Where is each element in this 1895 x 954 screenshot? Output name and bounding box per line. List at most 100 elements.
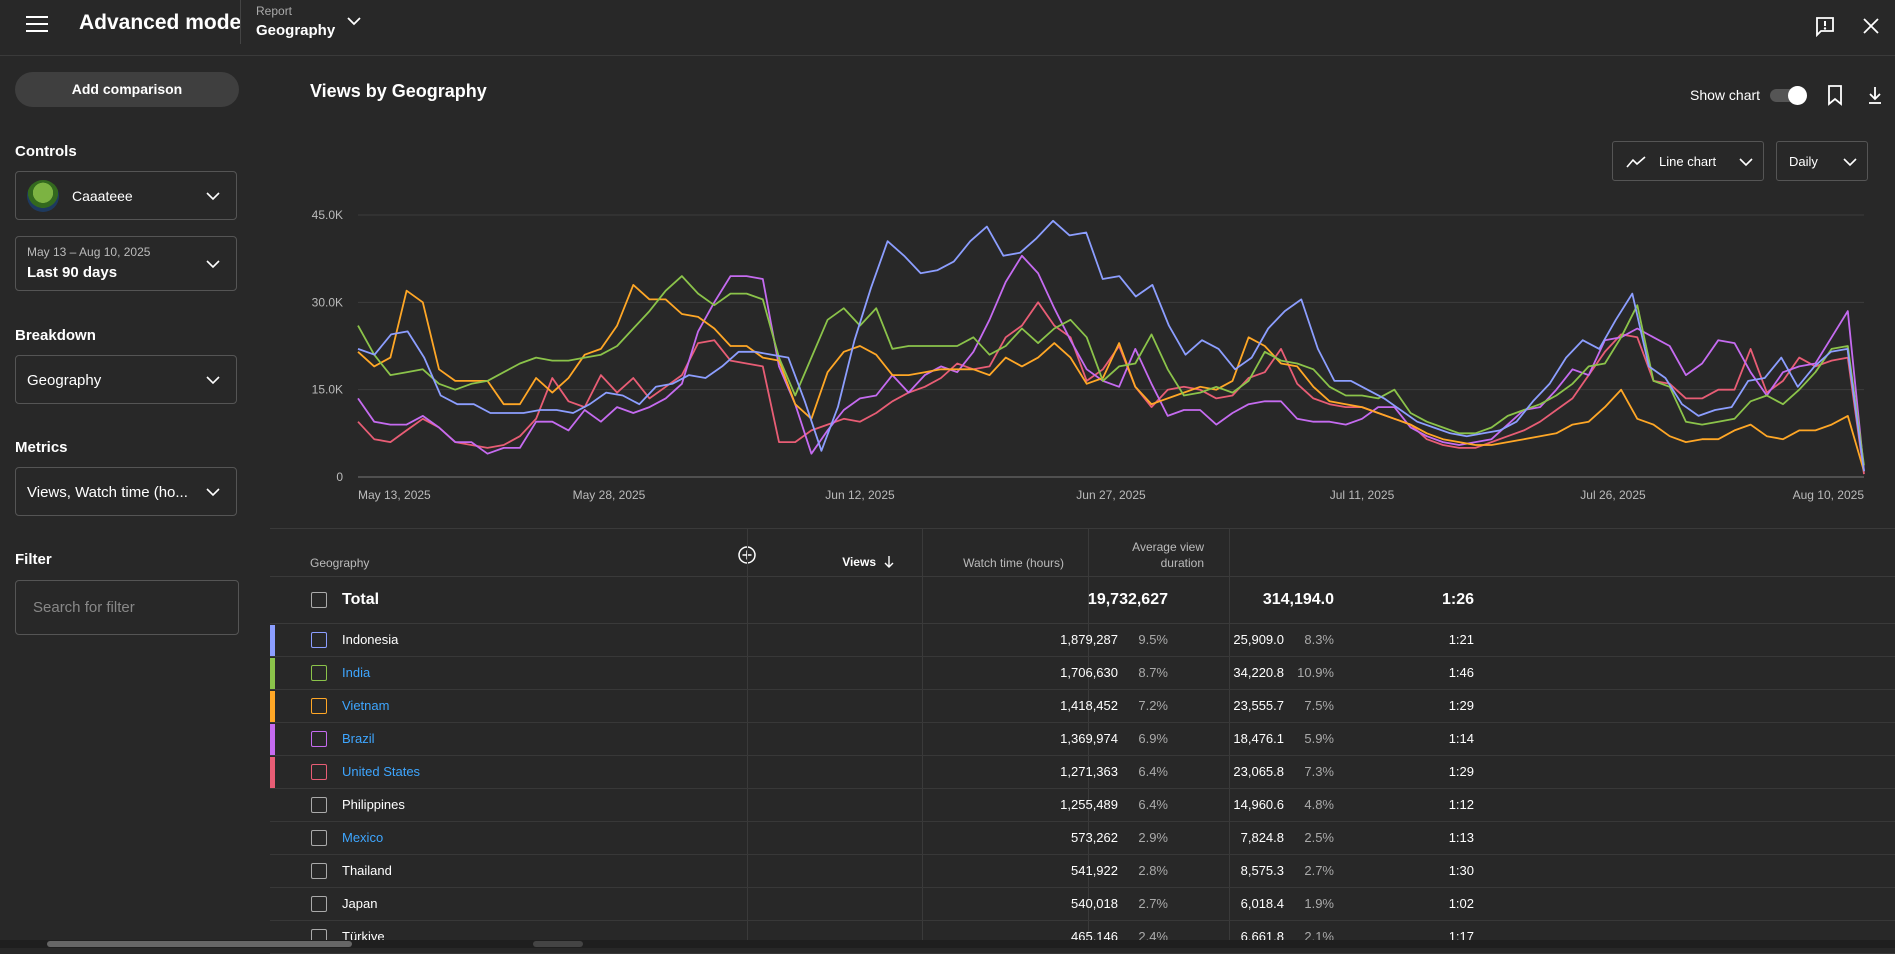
- watch-time-value: 8,575.3: [1240, 863, 1284, 878]
- series-line-united-states[interactable]: [357, 301, 1865, 475]
- total-row: Total 19,732,627 314,194.0 1:26: [270, 577, 1895, 624]
- table-row: Indonesia 1,879,287 9.5% 25,909.0 8.3% 1:21: [270, 624, 1895, 657]
- avd-value: 1:21: [1448, 632, 1474, 647]
- total-label: Total: [342, 591, 380, 608]
- download-icon[interactable]: [1866, 85, 1884, 105]
- total-watch-time: 314,194.0: [1262, 591, 1334, 608]
- series-color-bar: [270, 856, 275, 887]
- table-row: United States 1,271,363 6.4% 23,065.8 7.3% 1:…: [270, 756, 1895, 789]
- table-row: Türkiye 465,146 2.4% 6,661.8 2.1% 1:17: [270, 921, 1895, 954]
- row-checkbox[interactable]: [311, 896, 327, 912]
- table-top-border: [270, 528, 1895, 529]
- watch-time-percent: 10.9%: [1297, 665, 1334, 680]
- avd-value: 1:12: [1448, 797, 1474, 812]
- date-range-value: Last 90 days: [27, 264, 118, 281]
- geography-header[interactable]: Geography: [310, 556, 370, 570]
- avd-header-line2[interactable]: duration: [1160, 556, 1204, 570]
- avd-value: 1:46: [1448, 665, 1474, 680]
- views-header[interactable]: Views: [842, 555, 876, 569]
- scrollbar-thumb[interactable]: [47, 941, 352, 947]
- views-value: 1,879,287: [1060, 632, 1118, 647]
- watch-time-value: 23,065.8: [1233, 764, 1284, 779]
- chevron-down-icon: [206, 259, 220, 268]
- chevron-down-icon: [1739, 158, 1753, 167]
- row-checkbox[interactable]: [311, 797, 327, 813]
- feedback-icon[interactable]: [1814, 15, 1836, 37]
- metrics-select[interactable]: Views, Watch time (ho...: [15, 467, 237, 516]
- watch-time-percent: 1.9%: [1304, 896, 1334, 911]
- chevron-down-icon: [206, 487, 220, 496]
- series-line-india[interactable]: [357, 275, 1865, 466]
- row-checkbox[interactable]: [311, 764, 327, 780]
- avatar: [27, 180, 59, 212]
- row-checkbox[interactable]: [311, 731, 327, 747]
- series-line-brazil[interactable]: [357, 254, 1865, 472]
- bookmark-icon[interactable]: [1826, 84, 1844, 106]
- interval-select[interactable]: Daily: [1776, 141, 1868, 181]
- series-line-indonesia[interactable]: [357, 219, 1865, 472]
- row-checkbox[interactable]: [311, 698, 327, 714]
- watch-time-value: 6,018.4: [1240, 896, 1284, 911]
- views-value: 1,369,974: [1060, 731, 1118, 746]
- views-percent: 8.7%: [1138, 665, 1168, 680]
- close-icon[interactable]: [1860, 15, 1882, 37]
- avd-value: 1:29: [1448, 698, 1474, 713]
- table-row: Vietnam 1,418,452 7.2% 23,555.7 7.5% 1:29: [270, 690, 1895, 723]
- views-value: 540,018: [1071, 896, 1118, 911]
- row-checkbox[interactable]: [311, 863, 327, 879]
- report-value[interactable]: Geography: [256, 22, 336, 39]
- country-name[interactable]: Mexico: [342, 830, 384, 845]
- table-row: Philippines 1,255,489 6.4% 14,960.6 4.8% 1:12: [270, 789, 1895, 822]
- table-row: Japan 540,018 2.7% 6,018.4 1.9% 1:02: [270, 888, 1895, 921]
- date-range-select[interactable]: May 13 – Aug 10, 2025 Last 90 days: [15, 236, 237, 291]
- page-title: Views by Geography: [310, 81, 487, 101]
- row-checkbox[interactable]: [311, 632, 327, 648]
- chevron-down-icon[interactable]: [346, 15, 362, 27]
- add-comparison-button[interactable]: Add comparison: [15, 72, 239, 107]
- avd-value: 1:29: [1448, 764, 1474, 779]
- watch-time-value: 25,909.0: [1233, 632, 1284, 647]
- total-avd: 1:26: [1441, 591, 1474, 608]
- series-line-vietnam[interactable]: [357, 283, 1865, 472]
- views-percent: 2.7%: [1138, 896, 1168, 911]
- date-range-detail: May 13 – Aug 10, 2025: [27, 245, 151, 259]
- table-header-border: [270, 576, 1895, 577]
- watch-time-header[interactable]: Watch time (hours): [963, 556, 1064, 570]
- total-checkbox[interactable]: [311, 592, 327, 608]
- breakdown-select[interactable]: Geography: [15, 355, 237, 404]
- row-checkbox[interactable]: [311, 665, 327, 681]
- column-divider: [747, 528, 748, 948]
- horizontal-scrollbar[interactable]: [0, 940, 1895, 948]
- watch-time-value: 34,220.8: [1233, 665, 1284, 680]
- watch-time-value: 23,555.7: [1233, 698, 1284, 713]
- country-name[interactable]: India: [342, 665, 371, 680]
- y-tick-label: 15.0K: [312, 383, 343, 397]
- avd-value: 1:14: [1448, 731, 1474, 746]
- top-bar: [0, 0, 1895, 56]
- channel-select[interactable]: Caaateee: [15, 171, 237, 220]
- chevron-down-icon: [206, 191, 220, 200]
- chart-type-select[interactable]: Line chart: [1612, 141, 1764, 181]
- table-row: India 1,706,630 8.7% 34,220.8 10.9% 1:46: [270, 657, 1895, 690]
- filter-search-input[interactable]: [15, 580, 239, 635]
- series-color-bar: [270, 757, 275, 788]
- avd-value: 1:02: [1448, 896, 1474, 911]
- country-name[interactable]: Vietnam: [342, 698, 390, 713]
- header-divider: [240, 0, 241, 44]
- app-title: Advanced mode: [79, 11, 242, 34]
- show-chart-toggle[interactable]: [1770, 86, 1807, 105]
- avd-value: 1:13: [1448, 830, 1474, 845]
- views-percent: 6.4%: [1138, 797, 1168, 812]
- sort-down-arrow-icon[interactable]: [883, 555, 895, 569]
- y-tick-label: 0: [336, 470, 343, 484]
- x-tick-label: Jun 12, 2025: [825, 488, 895, 502]
- country-name[interactable]: Brazil: [342, 731, 375, 746]
- menu-icon[interactable]: [26, 15, 48, 33]
- country-name[interactable]: United States: [342, 764, 421, 779]
- views-percent: 7.2%: [1138, 698, 1168, 713]
- avd-header-line1[interactable]: Average view: [1132, 540, 1204, 554]
- series-color-bar: [270, 724, 275, 755]
- views-value: 1,271,363: [1060, 764, 1118, 779]
- views-value: 573,262: [1071, 830, 1118, 845]
- row-checkbox[interactable]: [311, 830, 327, 846]
